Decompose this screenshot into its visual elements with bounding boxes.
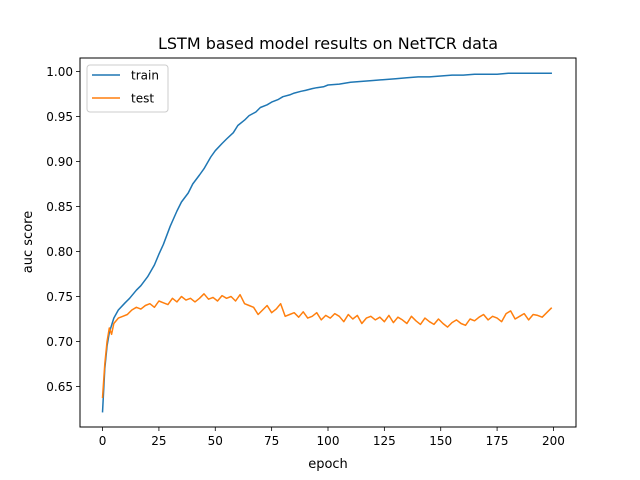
x-tick-label: 25 <box>151 434 166 448</box>
x-tick-label: 150 <box>429 434 452 448</box>
y-axis-ticks: 0.65 0.70 0.75 0.80 0.85 0.90 0.95 1.00 <box>46 65 80 394</box>
x-tick-label: 75 <box>264 434 279 448</box>
y-axis-label: auc score <box>21 211 36 273</box>
chart-title: LSTM based model results on NetTCR data <box>158 34 498 53</box>
series-line-train <box>101 72 552 413</box>
x-tick-label: 0 <box>99 434 107 448</box>
x-tick-label: 175 <box>486 434 509 448</box>
series-line-test <box>101 293 553 399</box>
x-tick-label: 125 <box>373 434 396 448</box>
x-tick-label: 50 <box>208 434 223 448</box>
x-axis-ticks: 0 25 50 75 100 125 150 175 200 <box>99 427 565 448</box>
y-tick-label: 0.75 <box>46 290 73 304</box>
y-tick-label: 0.70 <box>46 335 73 349</box>
y-tick-label: 0.95 <box>46 110 73 124</box>
y-tick-label: 0.85 <box>46 200 73 214</box>
y-tick-label: 0.90 <box>46 155 73 169</box>
x-tick-label: 100 <box>317 434 340 448</box>
legend-label-test: test <box>131 92 154 106</box>
y-tick-label: 1.00 <box>46 65 73 79</box>
legend-frame <box>86 64 169 113</box>
legend: train test <box>86 64 169 113</box>
legend-label-train: train <box>131 69 159 83</box>
x-axis-label: epoch <box>308 457 348 472</box>
series-lines <box>101 72 553 413</box>
y-tick-label: 0.65 <box>46 380 73 394</box>
x-tick-label: 200 <box>542 434 565 448</box>
y-tick-label: 0.80 <box>46 245 73 259</box>
